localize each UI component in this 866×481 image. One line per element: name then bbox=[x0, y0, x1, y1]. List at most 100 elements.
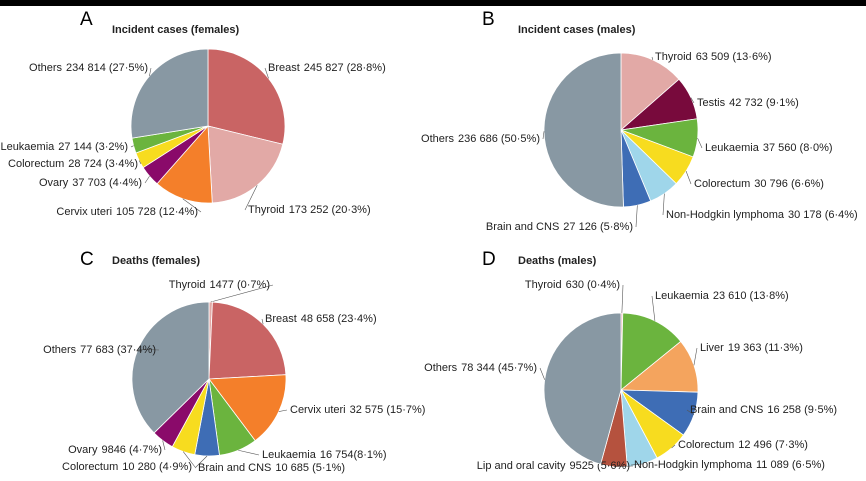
slice-label: Breast 48 658 (23·4%) bbox=[265, 313, 377, 325]
slice-value: 30 796 (6·6%) bbox=[754, 178, 824, 190]
slice-value: 27 126 (5·8%) bbox=[563, 221, 633, 233]
leader-line bbox=[651, 56, 654, 60]
slice-value: 16 258 (9·5%) bbox=[767, 404, 837, 416]
leader-line bbox=[182, 198, 202, 213]
slice-category: Cervix uteri bbox=[290, 404, 346, 416]
slice-value: 16 754(8·1%) bbox=[320, 449, 387, 461]
panel-letter: B bbox=[482, 9, 495, 30]
slice-label: Brain and CNS 16 258 (9·5%) bbox=[690, 404, 837, 416]
slice-label: Breast 245 827 (28·8%) bbox=[268, 62, 386, 74]
slice-category: Thyroid bbox=[525, 279, 562, 291]
pie-slice bbox=[620, 52, 680, 131]
slice-label: Non-Hodgkin lymphoma 30 178 (6·4%) bbox=[666, 209, 858, 221]
slice-category: Brain and CNS bbox=[486, 221, 559, 233]
pie-slice bbox=[207, 48, 286, 145]
slice-category: Colorectum bbox=[678, 439, 734, 451]
panel-letter: D bbox=[482, 249, 496, 270]
slice-value: 37 703 (4·4%) bbox=[72, 177, 142, 189]
pie-slice bbox=[543, 52, 624, 208]
slice-value: 9846 (4·7%) bbox=[101, 444, 162, 456]
slice-value: 37 560 (8·0%) bbox=[763, 142, 833, 154]
leader-line bbox=[685, 171, 692, 185]
slice-value: 63 509 (13·6%) bbox=[696, 51, 772, 63]
slice-category: Ovary bbox=[68, 444, 98, 456]
slice-label: Thyroid 630 (0·4%) bbox=[525, 279, 620, 291]
leader-line bbox=[690, 97, 695, 104]
slice-label: Colorectum 28 724 (3·4%) bbox=[8, 158, 138, 170]
slice-category: Cervix uteri bbox=[56, 206, 112, 218]
slice-label: Others 236 686 (50·5%) bbox=[421, 133, 540, 145]
leader-line bbox=[693, 347, 698, 366]
leader-line bbox=[238, 449, 260, 456]
slice-value: 10 685 (5·1%) bbox=[275, 462, 345, 474]
slice-label: Brain and CNS 10 685 (5·1%) bbox=[198, 462, 345, 474]
leader-line bbox=[278, 409, 288, 412]
slice-category: Lip and oral cavity bbox=[477, 460, 566, 472]
pie-slice bbox=[208, 374, 287, 442]
slice-category: Thyroid bbox=[248, 204, 285, 216]
slice-value: 10 280 (4·9%) bbox=[122, 461, 192, 473]
panel-title: Incident cases (males) bbox=[518, 24, 636, 36]
leader-line bbox=[137, 348, 160, 351]
slice-category: Ovary bbox=[39, 177, 69, 189]
slice-label: Others 234 814 (27·5%) bbox=[29, 62, 148, 74]
slice-value: 48 658 (23·4%) bbox=[301, 313, 377, 325]
leader-line bbox=[264, 67, 269, 79]
leader-line bbox=[651, 295, 656, 321]
slice-label: Thyroid 1477 (0·7%) bbox=[169, 279, 270, 291]
leader-line bbox=[261, 318, 264, 325]
slice-value: 23 610 (13·8%) bbox=[713, 290, 789, 302]
pie-slice bbox=[156, 125, 213, 204]
slice-value: 11 089 (6·5%) bbox=[756, 459, 825, 471]
leader-line bbox=[662, 193, 665, 216]
slice-label: Cervix uteri 32 575 (15·7%) bbox=[290, 404, 425, 416]
leader-line bbox=[144, 175, 150, 184]
slice-category: Colorectum bbox=[8, 158, 64, 170]
slice-category: Colorectum bbox=[694, 178, 750, 190]
leader-line bbox=[244, 185, 258, 211]
leader-line bbox=[138, 160, 142, 165]
slice-value: 28 724 (3·4%) bbox=[68, 158, 138, 170]
slice-value: 245 827 (28·8%) bbox=[304, 62, 386, 74]
leader-line bbox=[539, 367, 545, 380]
slice-label: Lip and oral cavity 9525 (5·6%) bbox=[477, 460, 630, 472]
slice-value: 12 496 (7·3%) bbox=[738, 439, 808, 451]
slice-value: 78 344 (45·7%) bbox=[461, 362, 537, 374]
leader-line bbox=[149, 67, 152, 77]
slice-label: Liver 19 363 (11·3%) bbox=[700, 342, 803, 354]
slice-label: Others 78 344 (45·7%) bbox=[424, 362, 537, 374]
slice-category: Non-Hodgkin lymphoma bbox=[666, 209, 785, 221]
slice-value: 630 (0·4%) bbox=[566, 279, 620, 291]
slice-label: Cervix uteri 105 728 (12·4%) bbox=[56, 206, 198, 218]
slice-category: Leukaemia bbox=[705, 142, 760, 154]
slice-label: Ovary 9846 (4·7%) bbox=[68, 444, 162, 456]
panel-title: Incident cases (females) bbox=[112, 24, 240, 36]
slice-category: Non-Hodgkin lymphoma bbox=[634, 459, 753, 471]
leader-line bbox=[671, 444, 676, 449]
slice-category: Others bbox=[29, 62, 63, 74]
slice-value: 30 178 (6·4%) bbox=[788, 209, 858, 221]
slice-category: Thyroid bbox=[655, 51, 692, 63]
slice-category: Leukaemia bbox=[655, 290, 710, 302]
slice-category: Others bbox=[43, 344, 77, 356]
slice-label: Ovary 37 703 (4·4%) bbox=[39, 177, 142, 189]
slice-category: Leukaemia bbox=[262, 449, 317, 461]
panel-title: Deaths (males) bbox=[518, 255, 597, 267]
slice-value: 27 144 (3·2%) bbox=[58, 141, 128, 153]
slice-category: Thyroid bbox=[169, 279, 206, 291]
slice-label: Colorectum 30 796 (6·6%) bbox=[694, 178, 824, 190]
panel-letter: A bbox=[80, 9, 93, 30]
slice-category: Others bbox=[424, 362, 458, 374]
slice-category: Brain and CNS bbox=[690, 404, 763, 416]
panel-title: Deaths (females) bbox=[112, 255, 200, 267]
slice-value: 32 575 (15·7%) bbox=[350, 404, 426, 416]
slice-label: Thyroid 173 252 (20·3%) bbox=[248, 204, 371, 216]
slice-label: Colorectum 12 496 (7·3%) bbox=[678, 439, 808, 451]
slice-category: Colorectum bbox=[62, 461, 118, 473]
leader-line bbox=[635, 205, 638, 228]
slice-value: 105 728 (12·4%) bbox=[116, 206, 198, 218]
pie-slice bbox=[130, 48, 209, 139]
slice-label: Leukaemia 23 610 (13·8%) bbox=[655, 290, 789, 302]
leader-line bbox=[194, 455, 208, 469]
